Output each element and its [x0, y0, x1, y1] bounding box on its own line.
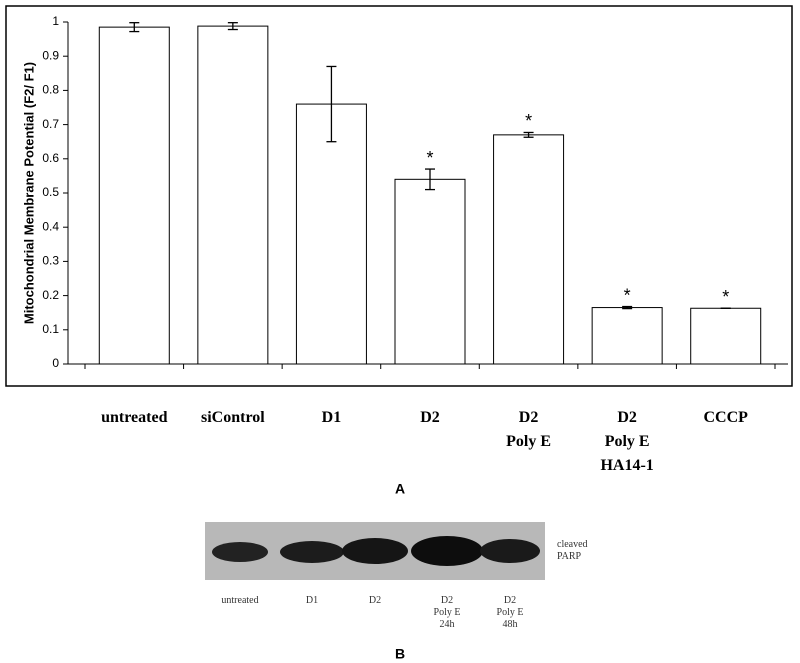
- band: [411, 536, 483, 566]
- y-tick-label: 0.2: [42, 288, 59, 302]
- lane-label: D1: [306, 595, 318, 606]
- y-tick-label: 0.1: [42, 322, 59, 336]
- panel-label: B: [395, 646, 405, 662]
- lane-label: D2 Poly E 48h: [497, 595, 524, 630]
- band-label-line: PARP: [557, 551, 582, 562]
- x-tick-label-line: Poly E: [506, 433, 551, 450]
- bar: [591, 307, 663, 365]
- y-tick-label: 0: [52, 356, 59, 370]
- y-tick-label: 0.3: [42, 254, 59, 268]
- lane-label-line: Poly E: [434, 607, 461, 618]
- blot: [205, 522, 545, 580]
- significance-marker: *: [525, 111, 532, 131]
- x-tick-label-line: D2: [617, 409, 637, 426]
- band: [480, 539, 540, 563]
- y-tick-label: 1: [52, 14, 59, 28]
- significance-marker: *: [426, 148, 433, 168]
- x-tick-label-line: D1: [322, 409, 342, 426]
- significance-marker: *: [722, 287, 729, 307]
- x-tick-label: siControl: [201, 409, 265, 426]
- x-tick-label: D2: [420, 409, 440, 426]
- y-tick-label: 0.9: [42, 48, 59, 62]
- bar: [197, 25, 269, 365]
- lane-label-line: D2: [441, 595, 453, 606]
- lane-label-line: 24h: [440, 619, 455, 630]
- band-label: cleaved PARP: [557, 539, 588, 562]
- x-tick-label-line: untreated: [101, 409, 167, 426]
- x-tick-label-line: D2: [519, 409, 539, 426]
- lane-label: D2: [369, 595, 381, 606]
- y-tick-label: 0.7: [42, 117, 59, 131]
- x-tick-label: CCCP: [703, 409, 748, 426]
- lane-label-line: Poly E: [497, 607, 524, 618]
- error-bar: [622, 305, 633, 310]
- band: [280, 541, 344, 563]
- bar: [295, 103, 367, 365]
- error-bar: [227, 22, 238, 31]
- error-bar: [326, 65, 337, 143]
- lane-label-line: 48h: [503, 619, 518, 630]
- y-tick-label: 0.5: [42, 185, 59, 199]
- significance-marker: *: [624, 285, 631, 305]
- bar: [690, 307, 762, 365]
- x-tick-label-line: Poly E: [605, 433, 650, 450]
- y-tick-label: 0.8: [42, 83, 59, 97]
- chart-frame: [5, 5, 793, 387]
- x-tick-label-line: D2: [420, 409, 440, 426]
- y-tick-label: 0.6: [42, 151, 59, 165]
- bar: [98, 26, 170, 365]
- x-tick-label: D2 Poly E: [506, 409, 551, 450]
- lane-label-line: untreated: [221, 595, 258, 606]
- y-tick-label: 0.4: [42, 219, 59, 233]
- bar: [493, 134, 565, 365]
- y-axis-title: Mitochondrial Membrane Potential (F2/ F1…: [21, 62, 36, 324]
- x-tick-label: untreated: [101, 409, 167, 426]
- x-tick-label-line: CCCP: [703, 409, 748, 426]
- x-tick-label: D2 Poly E HA14-1: [600, 409, 653, 474]
- x-tick-label-line: HA14-1: [600, 457, 653, 474]
- lane-label: untreated: [221, 595, 258, 606]
- band-label-line: cleaved: [557, 539, 588, 550]
- lane-label-line: D2: [369, 595, 381, 606]
- panel-label: A: [395, 481, 405, 497]
- lane-label-line: D1: [306, 595, 318, 606]
- x-tick-label-line: siControl: [201, 409, 265, 426]
- error-bar: [425, 168, 435, 191]
- band: [342, 538, 408, 564]
- error-bar: [129, 22, 140, 33]
- bar: [394, 178, 466, 365]
- x-tick-label: D1: [322, 409, 342, 426]
- lane-label-line: D2: [504, 595, 516, 606]
- lane-label: D2 Poly E 24h: [434, 595, 461, 630]
- band: [212, 542, 268, 562]
- error-bar: [523, 131, 534, 138]
